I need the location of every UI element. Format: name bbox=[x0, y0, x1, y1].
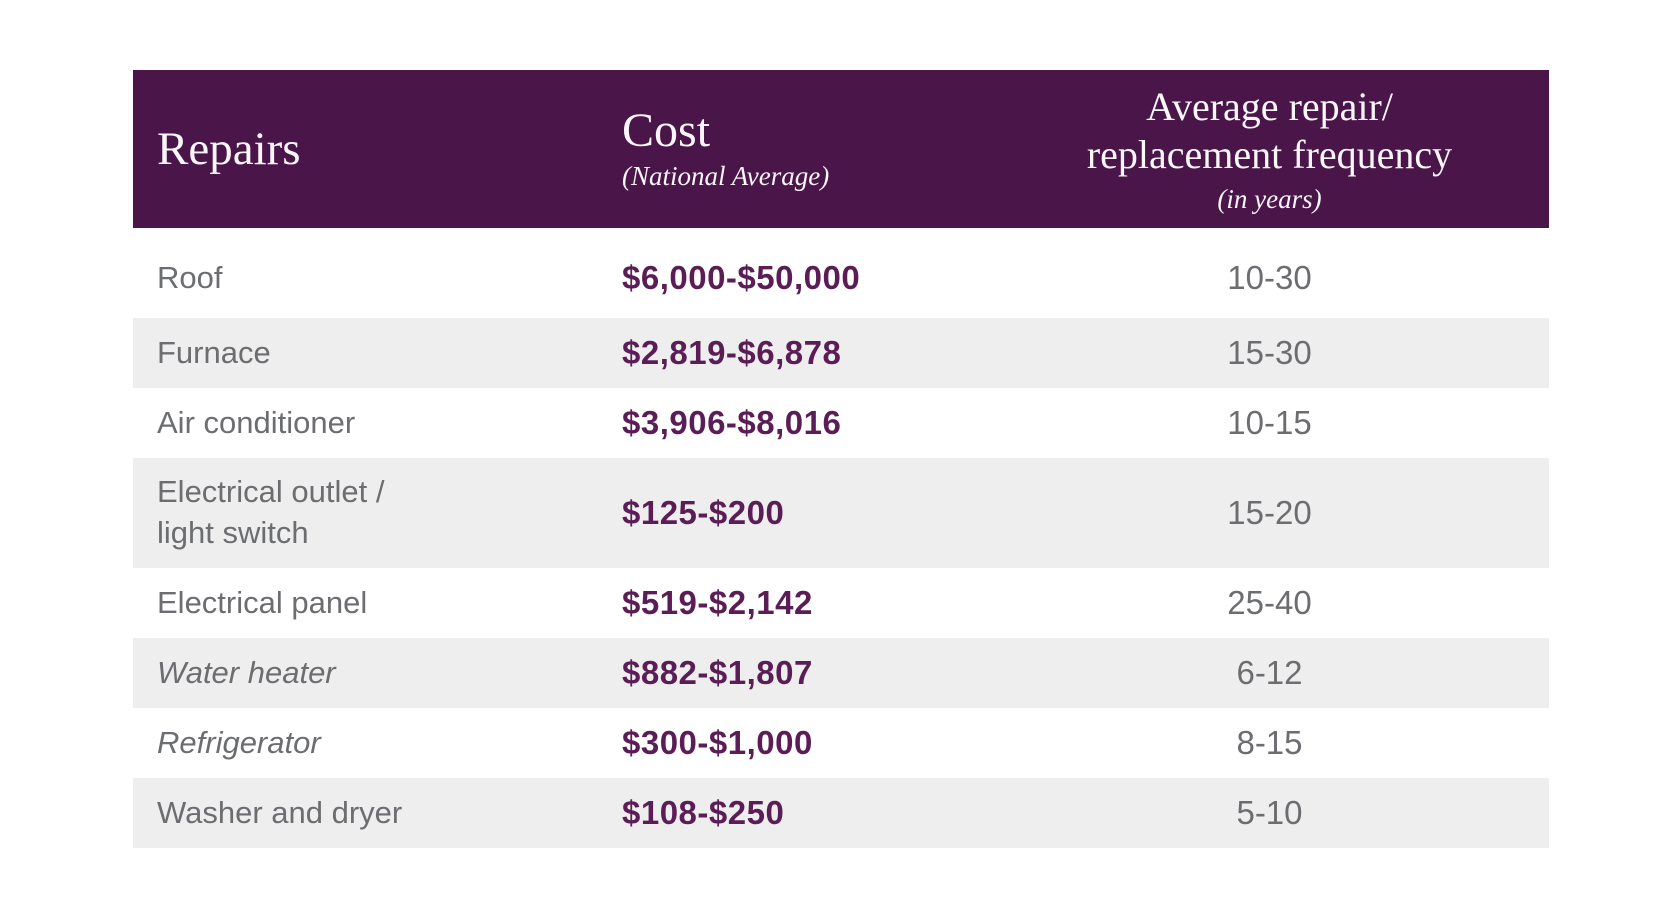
repair-label: Washer and dryer bbox=[157, 794, 403, 830]
table-row-air-conditioner: Air conditioner $3,906-$8,016 10-15 bbox=[133, 388, 1549, 458]
cost-value: $3,906-$8,016 bbox=[622, 404, 842, 441]
table-row-furnace: Furnace $2,819-$6,878 15-30 bbox=[133, 318, 1549, 388]
column-header-repairs: Repairs bbox=[133, 122, 622, 176]
years-value: 25-40 bbox=[1227, 584, 1312, 621]
repair-label: Water heater bbox=[157, 654, 336, 690]
years-value: 10-15 bbox=[1227, 404, 1312, 441]
years-value: 5-10 bbox=[1236, 794, 1303, 831]
repair-label: Electrical outlet / light switch bbox=[157, 474, 385, 550]
frequency-header-line1: Average repair/ bbox=[1146, 83, 1393, 129]
repair-label: Roof bbox=[157, 259, 223, 295]
table-header: Repairs Cost (National Average) Average … bbox=[133, 70, 1549, 228]
table-row-electrical-panel: Electrical panel $519-$2,142 25-40 bbox=[133, 568, 1549, 638]
table-row-water-heater: Water heater $882-$1,807 6-12 bbox=[133, 638, 1549, 708]
repairs-header-title: Repairs bbox=[157, 123, 301, 175]
cost-value: $108-$250 bbox=[622, 794, 785, 831]
table-row-washer-and-dryer: Washer and dryer $108-$250 5-10 bbox=[133, 778, 1549, 848]
cost-value: $6,000-$50,000 bbox=[622, 259, 861, 296]
cost-value: $882-$1,807 bbox=[622, 654, 813, 691]
years-value: 10-30 bbox=[1227, 259, 1312, 296]
years-value: 6-12 bbox=[1236, 654, 1303, 691]
table-row-roof: Roof $6,000-$50,000 10-30 bbox=[133, 228, 1549, 318]
cost-header-subtitle: (National Average) bbox=[622, 161, 830, 191]
frequency-header-line2: replacement frequency bbox=[1086, 131, 1453, 177]
column-header-cost: Cost (National Average) bbox=[622, 103, 990, 193]
cost-value: $2,819-$6,878 bbox=[622, 334, 842, 371]
cost-value: $519-$2,142 bbox=[622, 584, 813, 621]
repair-label: Furnace bbox=[157, 334, 271, 370]
repair-label: Electrical panel bbox=[157, 584, 368, 620]
cost-value: $125-$200 bbox=[622, 494, 785, 531]
years-value: 8-15 bbox=[1236, 724, 1303, 761]
table-row-electrical-outlet-light-switch: Electrical outlet / light switch $125-$2… bbox=[133, 458, 1549, 568]
cost-header-title: Cost bbox=[622, 103, 711, 157]
cost-value: $300-$1,000 bbox=[622, 724, 813, 761]
years-value: 15-30 bbox=[1227, 334, 1312, 371]
frequency-header-subtitle: (in years) bbox=[1217, 183, 1322, 214]
years-value: 15-20 bbox=[1227, 494, 1312, 531]
repair-label: Air conditioner bbox=[157, 404, 356, 440]
column-header-frequency: Average repair/ replacement frequency (i… bbox=[990, 83, 1549, 215]
home-repairs-cost-table: Repairs Cost (National Average) Average … bbox=[133, 70, 1549, 848]
repair-label: Refrigerator bbox=[157, 724, 321, 760]
table-row-refrigerator: Refrigerator $300-$1,000 8-15 bbox=[133, 708, 1549, 778]
